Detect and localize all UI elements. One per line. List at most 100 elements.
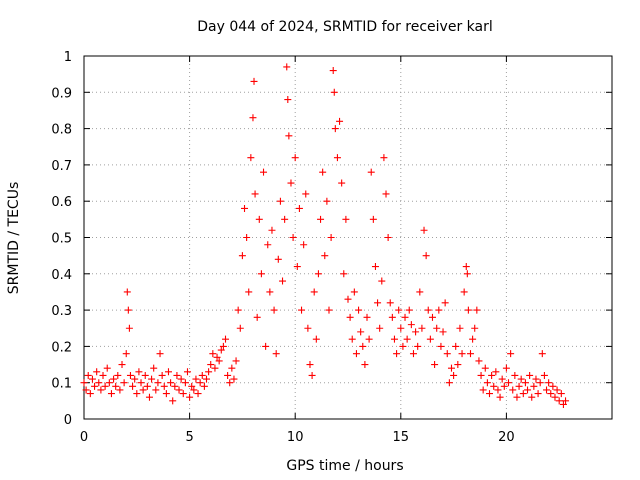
data-point: [401, 313, 409, 321]
data-point: [346, 313, 354, 321]
data-point: [384, 234, 392, 241]
data-point: [473, 306, 481, 314]
data-point: [302, 190, 310, 198]
data-point: [352, 350, 360, 358]
data-point: [107, 390, 115, 398]
data-point: [213, 353, 221, 361]
data-points: [80, 63, 570, 408]
y-tick-label: 0: [64, 413, 72, 428]
data-point: [143, 382, 151, 390]
data-point: [293, 263, 301, 271]
data-point: [319, 168, 327, 176]
data-point: [462, 263, 470, 271]
data-point: [393, 350, 401, 358]
data-point: [502, 364, 510, 372]
data-point: [471, 324, 479, 332]
data-point: [532, 375, 540, 383]
data-point: [272, 350, 280, 358]
data-point: [424, 306, 432, 314]
data-point: [251, 190, 259, 198]
data-point: [492, 368, 500, 376]
data-point: [475, 357, 483, 365]
data-point: [323, 197, 331, 205]
data-point: [414, 342, 422, 350]
data-point: [131, 375, 139, 383]
data-point: [308, 371, 316, 379]
data-point: [285, 132, 293, 140]
data-point: [433, 324, 441, 332]
data-point: [291, 154, 299, 162]
data-point: [181, 379, 189, 387]
data-point: [268, 226, 276, 234]
data-point: [458, 350, 466, 358]
data-point: [158, 371, 166, 379]
data-point: [405, 306, 413, 314]
data-point: [105, 379, 113, 387]
data-point: [380, 154, 388, 162]
data-point: [363, 313, 371, 321]
data-point: [437, 342, 445, 350]
data-point: [538, 350, 546, 358]
data-point: [281, 215, 289, 223]
data-point: [562, 397, 570, 405]
data-point: [447, 364, 455, 372]
data-point: [412, 328, 420, 336]
data-point: [200, 382, 208, 390]
data-point: [93, 368, 101, 376]
data-point: [202, 375, 210, 383]
y-tick-label: 0.5: [51, 232, 72, 247]
data-point: [196, 379, 204, 387]
data-point: [154, 379, 162, 387]
data-point: [395, 306, 403, 314]
data-point: [249, 114, 257, 122]
data-point: [325, 306, 333, 314]
data-point: [183, 368, 191, 376]
data-point: [382, 190, 390, 198]
data-point: [173, 371, 181, 379]
data-point: [270, 306, 278, 314]
data-point: [422, 252, 430, 260]
y-tick-label: 1: [64, 50, 72, 65]
data-point: [454, 361, 462, 369]
data-point: [441, 299, 449, 307]
data-point: [289, 234, 297, 241]
data-point: [416, 288, 424, 296]
data-point: [194, 390, 202, 398]
y-tick-label: 0.3: [51, 304, 72, 319]
data-point: [284, 96, 292, 104]
data-point: [243, 234, 251, 241]
data-point: [126, 371, 134, 379]
data-point: [450, 371, 458, 379]
data-point: [123, 288, 131, 296]
data-point: [460, 288, 468, 296]
data-point: [536, 379, 544, 387]
data-point: [232, 357, 240, 365]
data-point: [515, 382, 523, 390]
data-point: [295, 204, 303, 212]
data-point: [139, 386, 147, 394]
data-point: [452, 342, 460, 350]
data-point: [507, 350, 515, 358]
y-tick-label: 0.9: [51, 86, 72, 101]
data-point: [496, 393, 504, 401]
data-point: [338, 179, 346, 187]
data-point: [101, 382, 109, 390]
data-point: [118, 361, 126, 369]
data-point: [137, 379, 145, 387]
data-point: [205, 368, 213, 376]
data-point: [247, 154, 255, 162]
data-point: [103, 364, 111, 372]
grid: [84, 56, 612, 419]
data-point: [300, 241, 308, 249]
data-point: [481, 364, 489, 372]
data-point: [152, 386, 160, 394]
data-point: [228, 364, 236, 372]
y-axis-label: SRMTID / TECUs: [6, 182, 22, 295]
x-tick-label: 5: [185, 430, 193, 445]
data-point: [120, 379, 128, 387]
data-point: [526, 371, 534, 379]
data-point: [255, 215, 263, 223]
y-tick-label: 0.4: [51, 268, 72, 283]
data-point: [549, 382, 557, 390]
chart-title: Day 044 of 2024, SRMTID for receiver kar…: [197, 19, 493, 35]
